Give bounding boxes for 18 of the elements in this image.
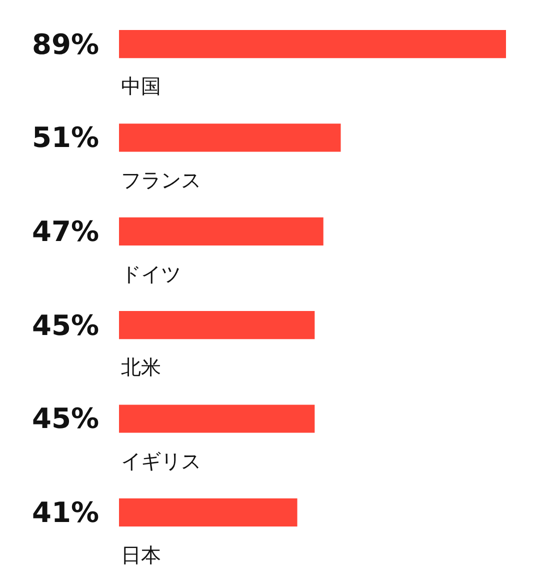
- y-tick-label: 中国: [121, 74, 161, 98]
- bar: [119, 124, 341, 152]
- y-tick-label: 日本: [121, 543, 161, 567]
- data-label: 89%: [32, 28, 100, 61]
- bar: [119, 311, 315, 340]
- data-label: 45%: [32, 402, 100, 435]
- bar: [119, 404, 315, 433]
- data-label: 45%: [32, 309, 100, 342]
- bar: [119, 217, 324, 246]
- data-label: 47%: [32, 215, 100, 248]
- y-tick-label: イギリス: [121, 449, 201, 473]
- y-tick-label: ドイツ: [121, 262, 181, 286]
- data-label: 41%: [32, 496, 100, 529]
- y-tick-label: フランス: [121, 168, 201, 192]
- bar: [119, 498, 298, 526]
- data-label: 51%: [32, 121, 100, 154]
- bar: [119, 30, 506, 58]
- y-tick-label: 北米: [121, 355, 161, 379]
